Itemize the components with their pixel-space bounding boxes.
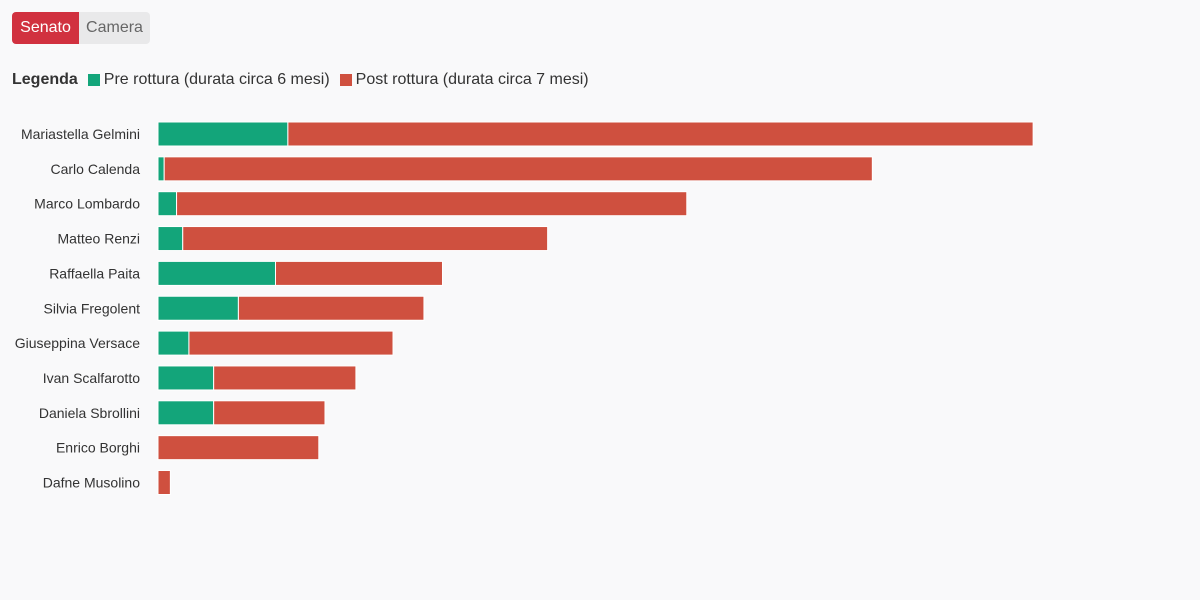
bar-post-matteo-renzi[interactable]	[182, 226, 549, 252]
legend-swatch-post	[339, 74, 352, 86]
legend-item-post: Post rottura (durata circa 7 mesi)	[339, 71, 589, 89]
bar-pre-silvia-fregolent[interactable]	[157, 295, 239, 321]
category-label-mariastella-gelmini: Mariastella Gelmini	[21, 126, 140, 142]
category-label-dafne-musolino: Dafne Musolino	[43, 475, 140, 491]
tab-senato[interactable]: Senato	[12, 12, 79, 44]
legend-swatch-pre	[87, 74, 100, 86]
legend-label-pre: Pre rottura (durata circa 6 mesi)	[103, 71, 330, 88]
bar-pre-daniela-sbrollini[interactable]	[157, 400, 215, 426]
category-label-matteo-renzi: Matteo Renzi	[58, 231, 140, 247]
category-label-silvia-fregolent: Silvia Fregolent	[44, 300, 141, 316]
bar-pre-marco-lombardo[interactable]	[157, 191, 178, 217]
bar-post-raffaella-paita[interactable]	[275, 260, 443, 286]
bar-pre-carlo-calenda[interactable]	[157, 156, 165, 182]
category-label-marco-lombardo: Marco Lombardo	[34, 196, 140, 212]
category-label-carlo-calenda: Carlo Calenda	[51, 161, 141, 177]
tab-camera[interactable]: Camera	[79, 12, 150, 44]
chamber-tabs: Senato Camera	[12, 12, 150, 44]
bar-post-silvia-fregolent[interactable]	[237, 295, 425, 321]
bar-post-ivan-scalfarotto[interactable]	[213, 365, 357, 391]
bar-pre-giuseppina-versace[interactable]	[157, 330, 190, 356]
bar-pre-raffaella-paita[interactable]	[157, 260, 277, 286]
bar-pre-matteo-renzi[interactable]	[157, 226, 184, 252]
legend-label-post: Post rottura (durata circa 7 mesi)	[355, 71, 589, 88]
bar-post-enrico-borghi[interactable]	[157, 435, 320, 461]
legend: Legenda Pre rottura (durata circa 6 mesi…	[12, 70, 599, 90]
category-label-raffaella-paita: Raffaella Paita	[49, 265, 140, 281]
bar-post-dafne-musolino[interactable]	[157, 470, 171, 495]
bar-post-mariastella-gelmini[interactable]	[287, 121, 1034, 147]
bar-post-carlo-calenda[interactable]	[163, 156, 873, 182]
legend-title: Legenda	[12, 71, 78, 88]
category-label-giuseppina-versace: Giuseppina Versace	[15, 335, 141, 351]
bar-post-daniela-sbrollini[interactable]	[213, 400, 326, 426]
category-label-ivan-scalfarotto: Ivan Scalfarotto	[43, 370, 140, 386]
bar-post-marco-lombardo[interactable]	[176, 191, 688, 217]
legend-item-pre: Pre rottura (durata circa 6 mesi)	[87, 71, 330, 89]
category-label-daniela-sbrollini: Daniela Sbrollini	[39, 405, 140, 421]
category-label-enrico-borghi: Enrico Borghi	[56, 440, 140, 456]
bar-pre-mariastella-gelmini[interactable]	[157, 121, 289, 147]
bar-pre-ivan-scalfarotto[interactable]	[157, 365, 215, 391]
bar-post-giuseppina-versace[interactable]	[188, 330, 394, 356]
